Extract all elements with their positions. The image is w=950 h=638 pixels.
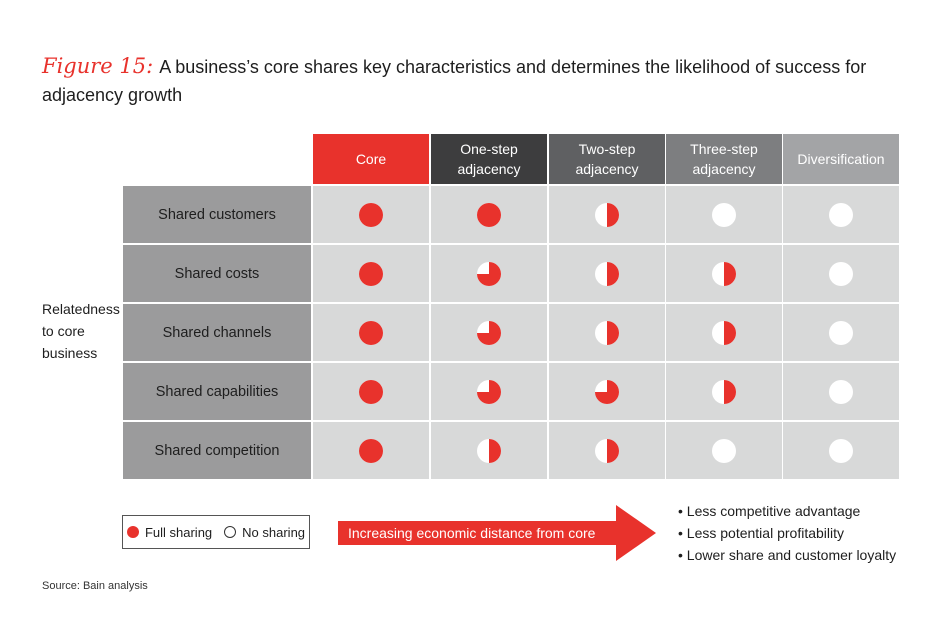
harvey-ball-icon <box>829 202 853 227</box>
no-sharing-icon <box>224 526 237 538</box>
matrix-cell <box>549 363 665 420</box>
matrix-cell <box>313 245 429 302</box>
consequences-list: Less competitive advantage Less potentia… <box>678 500 896 566</box>
harvey-ball-icon <box>359 202 383 227</box>
matrix-cell <box>313 186 429 243</box>
sharing-fill <box>359 320 383 345</box>
matrix-cell <box>431 422 547 479</box>
matrix-cell <box>666 363 782 420</box>
sharing-fill <box>477 202 501 227</box>
harvey-ball-icon <box>359 261 383 286</box>
harvey-ball-icon <box>712 261 736 286</box>
matrix-cell <box>666 422 782 479</box>
matrix-cell <box>783 245 899 302</box>
matrix-cell <box>431 304 547 361</box>
harvey-ball-icon <box>829 379 853 404</box>
sharing-fill <box>724 320 736 345</box>
harvey-ball-icon <box>359 320 383 345</box>
harvey-ball-icon <box>829 261 853 286</box>
harvey-ball-icon <box>477 379 501 404</box>
column-header: Diversification <box>783 134 899 184</box>
harvey-ball-icon <box>829 320 853 345</box>
matrix-cell <box>313 422 429 479</box>
matrix-cell <box>666 245 782 302</box>
sharing-fill <box>607 320 619 345</box>
row-axis-label: Relatedness to core business <box>42 301 120 361</box>
sharing-fill <box>607 202 619 227</box>
matrix-cell <box>313 363 429 420</box>
harvey-ball-icon <box>595 320 619 345</box>
harvey-ball-icon <box>359 438 383 463</box>
matrix-cell <box>783 186 899 243</box>
sharing-fill <box>607 438 619 463</box>
legend: Full sharing No sharing <box>122 515 310 549</box>
matrix-cell <box>549 422 665 479</box>
figure-title-text: A business’s core shares key characteris… <box>42 57 867 105</box>
sharing-fill <box>359 261 383 286</box>
matrix-cell <box>431 363 547 420</box>
sharing-fill <box>359 438 383 463</box>
matrix-cell <box>666 304 782 361</box>
matrix-cell <box>666 186 782 243</box>
harvey-ball-icon <box>712 320 736 345</box>
harvey-ball-icon <box>477 202 501 227</box>
sharing-fill <box>359 202 383 227</box>
distance-arrow-label: Increasing economic distance from core <box>348 525 596 541</box>
matrix-cell <box>783 304 899 361</box>
sharing-fill <box>724 379 736 404</box>
sharing-fill <box>724 261 736 286</box>
consequence-item: Less potential profitability <box>678 522 896 544</box>
legend-full-label: Full sharing <box>144 524 213 540</box>
matrix-cell <box>431 186 547 243</box>
figure-title: Figure 15: A business’s core shares key c… <box>42 52 922 109</box>
row-label: Shared competition <box>123 422 311 479</box>
matrix-cell <box>549 304 665 361</box>
sharing-fill <box>595 379 619 404</box>
harvey-ball-icon <box>595 261 619 286</box>
sharing-fill <box>477 320 501 345</box>
harvey-ball-icon <box>595 379 619 404</box>
harvey-ball-icon <box>477 320 501 345</box>
sharing-fill <box>477 261 501 286</box>
column-header: Core <box>313 134 429 184</box>
matrix-cell <box>549 245 665 302</box>
consequence-item: Less competitive advantage <box>678 500 896 522</box>
column-header: Three-step adjacency <box>666 134 782 184</box>
matrix-cell <box>783 363 899 420</box>
consequence-item: Lower share and customer loyalty <box>678 544 896 566</box>
row-label: Shared channels <box>123 304 311 361</box>
harvey-ball-icon <box>477 438 501 463</box>
harvey-ball-icon <box>829 438 853 463</box>
harvey-ball-icon <box>712 202 736 227</box>
sharing-fill <box>607 261 619 286</box>
harvey-ball-icon <box>595 202 619 227</box>
legend-none-label: No sharing <box>242 524 306 540</box>
column-header: Two-step adjacency <box>549 134 665 184</box>
row-label: Shared customers <box>123 186 311 243</box>
matrix-cell <box>313 304 429 361</box>
sharing-fill <box>477 379 501 404</box>
harvey-ball-icon <box>712 438 736 463</box>
source-note: Source: Bain analysis <box>42 580 148 592</box>
row-label: Shared capabilities <box>123 363 311 420</box>
harvey-ball-icon <box>595 438 619 463</box>
full-sharing-icon <box>126 526 139 538</box>
matrix-cell <box>549 186 665 243</box>
matrix-cell <box>783 422 899 479</box>
sharing-fill <box>359 379 383 404</box>
column-header: One-step adjacency <box>431 134 547 184</box>
harvey-ball-icon <box>477 261 501 286</box>
sharing-fill <box>489 438 501 463</box>
harvey-ball-icon <box>712 379 736 404</box>
distance-arrow-icon <box>338 505 656 561</box>
matrix-cell <box>431 245 547 302</box>
row-label: Shared costs <box>123 245 311 302</box>
harvey-ball-icon <box>359 379 383 404</box>
figure-label: Figure 15: <box>42 54 154 78</box>
